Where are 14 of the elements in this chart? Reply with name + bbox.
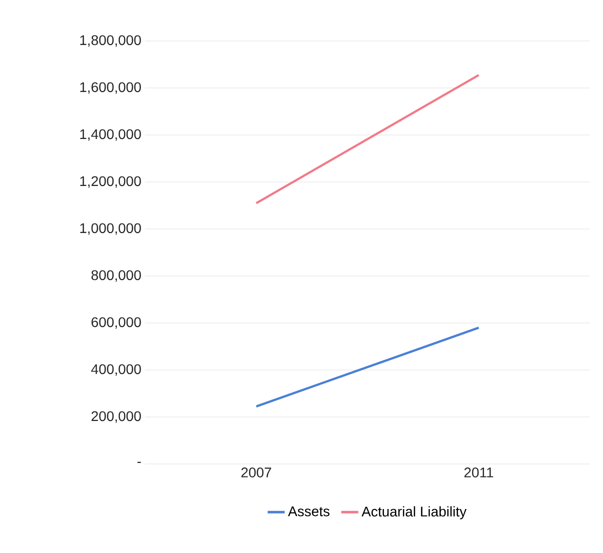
y-tick-label: 800,000 <box>91 270 141 282</box>
y-tick-label: 1,400,000 <box>80 129 141 141</box>
y-tick-label: - <box>137 462 141 463</box>
y-tick-label: 200,000 <box>92 411 141 423</box>
y-tick-label: 1,200,000 <box>80 176 141 188</box>
legend-label: Actuarial Liability <box>362 506 467 520</box>
x-tick-label: 2011 <box>464 468 494 478</box>
y-tick-label: 1,600,000 <box>80 82 141 94</box>
y-tick-label: 1,000,000 <box>80 223 141 235</box>
y-tick-label: 400,000 <box>91 364 141 376</box>
legend-label: Assets <box>288 506 330 516</box>
y-tick-label: 600,000 <box>92 317 141 329</box>
x-tick-label: 2007 <box>241 468 272 478</box>
y-tick-label: 1,800,000 <box>80 35 141 47</box>
